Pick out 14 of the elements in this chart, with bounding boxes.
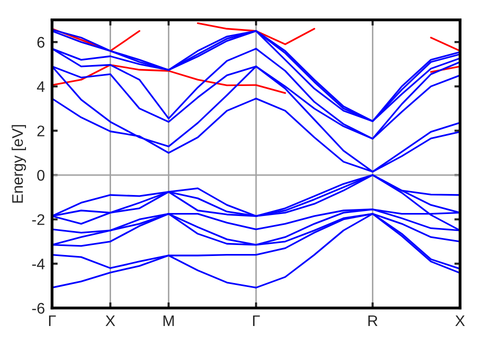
y-tick-label: -6 (32, 302, 44, 314)
y-tick-label: -4 (32, 258, 45, 270)
y-tick-label: 2 (37, 126, 44, 136)
x-tick-label: Γ (253, 316, 260, 326)
y-axis-title: Energy [eV] (12, 125, 26, 203)
y-tick-label: 4 (36, 81, 45, 92)
x-tick-label: X (455, 316, 465, 326)
x-tick-label: M (164, 316, 174, 326)
x-tick-label: Γ (49, 316, 56, 326)
y-tick-label: -2 (32, 214, 44, 225)
x-tick-label: X (106, 316, 116, 326)
y-tick-label: 6 (37, 36, 44, 48)
y-tick-label: 0 (37, 170, 45, 181)
x-tick-label: R (368, 316, 378, 326)
